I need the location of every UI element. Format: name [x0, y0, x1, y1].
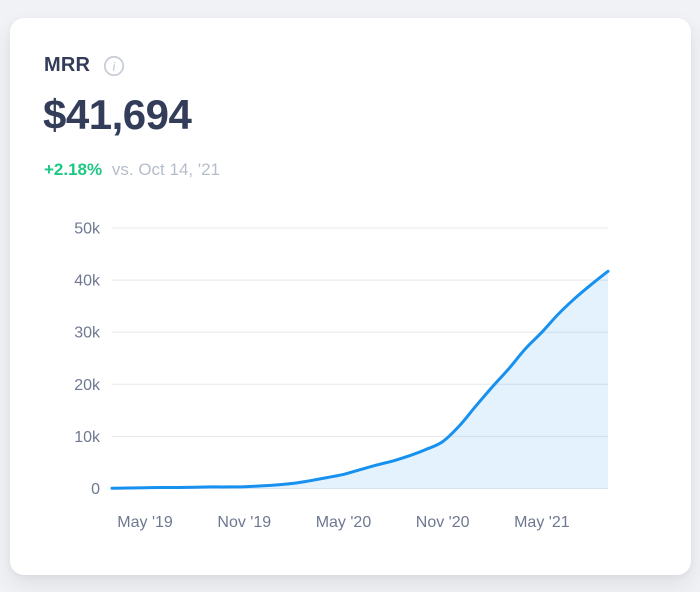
y-axis-tick-label: 20k [74, 377, 101, 394]
delta-compare-label: vs. Oct 14, '21 [111, 160, 221, 179]
y-axis-tick-label: 0 [91, 481, 100, 498]
x-axis-tick-label: May '21 [514, 514, 570, 531]
info-icon[interactable]: i [103, 55, 125, 77]
x-axis-tick-label: Nov '20 [416, 514, 470, 531]
card-header: MRR i [44, 54, 125, 77]
mrr-area-chart[interactable]: 0 10k 20k 30k 40k 50k May '19 Nov '19 May '20 Nov… [10, 18, 691, 575]
y-axis-tick-label: 50k [74, 221, 101, 238]
x-axis-tick-label: Nov '19 [217, 514, 271, 531]
mrr-line-series [110, 269, 610, 490]
metric-title: MRR [44, 54, 91, 76]
x-axis-tick-label: May '20 [316, 514, 372, 531]
x-axis-tick-label: May '19 [117, 514, 173, 531]
mrr-area-fill [112, 271, 608, 489]
metric-delta: +2.18% vs. Oct 14, '21 [44, 158, 220, 182]
mrr-metric-card: 0 10k 20k 30k 40k 50k May '19 Nov '19 May '20 Nov… [10, 18, 691, 575]
svg-text:i: i [112, 59, 116, 73]
y-axis-tick-label: 30k [74, 325, 101, 342]
metric-value: $41,694 [43, 91, 192, 138]
delta-change-badge: +2.18% [44, 160, 103, 179]
y-axis-tick-label: 40k [74, 273, 101, 290]
y-axis-tick-label: 10k [74, 429, 101, 446]
